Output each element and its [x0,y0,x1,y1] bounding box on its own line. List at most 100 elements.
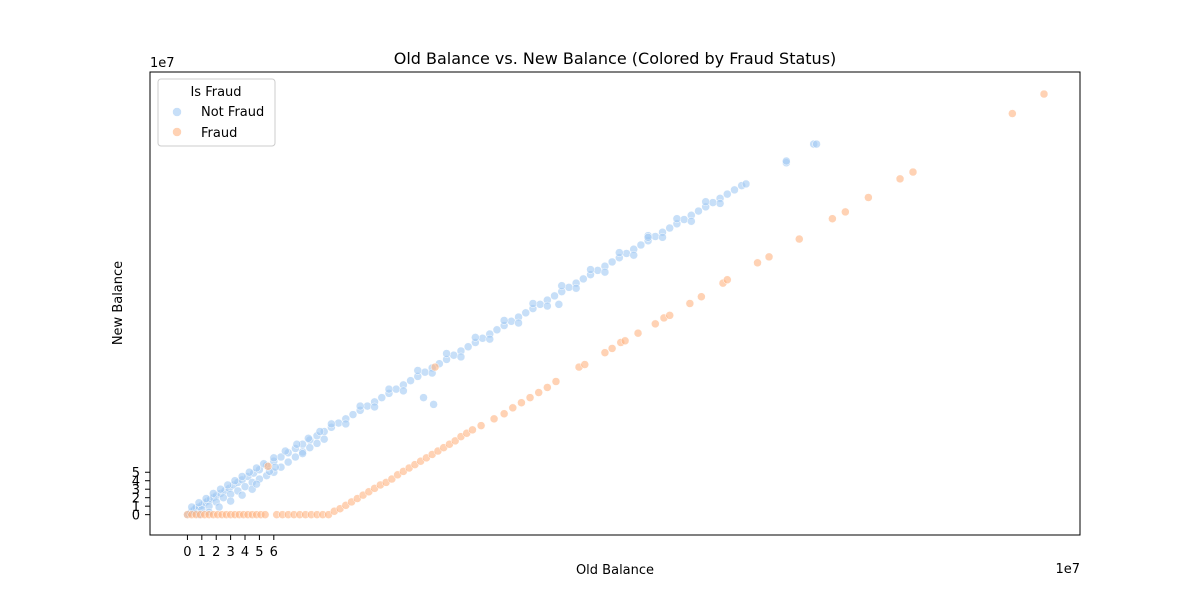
data-point-not-fraud [607,257,617,267]
data-point-not-fraud [391,384,401,394]
x-tick-label: 3 [226,545,234,560]
data-point-not-fraud [615,248,624,257]
data-point-fraud [795,234,804,244]
data-point-not-fraud [499,316,509,325]
data-point-not-fraud [579,274,588,284]
data-point-not-fraud [701,197,710,206]
legend-marker-not-fraud [172,107,182,117]
data-point-not-fraud [715,199,725,208]
data-point-fraud [534,388,543,397]
data-point-not-fraud [507,317,516,326]
data-point-not-fraud [384,384,394,394]
data-point-not-fraud [658,233,667,242]
x-axis-offset-label: 1e7 [1055,562,1080,577]
x-tick-label: 0 [183,545,191,560]
data-point-not-fraud [420,367,430,377]
data-point-not-fraud [298,449,307,458]
data-point-not-fraud [485,334,495,344]
x-tick-label: 5 [255,545,263,560]
y-axis-offset-label: 1e7 [150,56,175,71]
data-point-not-fraud [399,386,408,396]
y-tick-label: 0 [132,509,140,524]
data-point-not-fraud [449,350,459,360]
data-point-not-fraud [456,352,466,362]
data-point-not-fraud [535,300,545,309]
y-tick-label: 3 [132,483,140,498]
data-point-fraud [468,425,477,435]
y-tick-label: 5 [132,466,140,481]
data-point-not-fraud [514,318,523,328]
data-point-fraud [543,383,552,392]
data-point-fraud [620,336,630,346]
data-point-not-fraud [281,446,290,456]
data-point-not-fraud [226,496,235,506]
legend-label-fraud: Fraud [201,126,237,141]
data-point-not-fraud [622,249,631,258]
data-point-not-fraud [406,376,415,385]
data-point-not-fraud [292,440,302,449]
data-point-not-fraud [305,443,315,452]
data-point-not-fraud [245,467,254,477]
x-tick-label: 4 [241,545,249,560]
data-point-fraud [551,377,561,386]
data-point-not-fraud [252,463,261,473]
data-point-fraud [517,398,526,407]
y-tick-label: 2 [132,492,140,507]
data-point-fraud [499,409,509,418]
data-point-not-fraud [312,439,322,448]
data-point-fraud [607,344,617,353]
data-point-not-fraud [463,342,473,351]
y-tick-label: 1 [132,500,140,515]
data-point-not-fraud [521,308,530,318]
data-point-not-fraud [327,419,336,429]
data-point-fraud [828,214,837,223]
data-point-fraud [697,292,706,301]
x-axis-label: Old Balance [576,563,654,578]
data-point-not-fraud [334,418,343,428]
data-point-not-fraud [687,216,696,226]
data-point-not-fraud [283,457,293,467]
data-point-not-fraud [564,283,574,292]
data-point-fraud [753,258,762,268]
data-point-fraud [508,403,518,413]
data-point-fraud [895,174,905,184]
data-point-not-fraud [187,502,196,512]
data-point-not-fraud [363,401,372,411]
data-point-not-fraud [629,250,638,260]
data-point-not-fraud [643,233,653,242]
data-point-not-fraud [600,267,610,277]
data-point-fraud [723,275,732,285]
legend: Is Fraud Not Fraud Fraud [157,78,276,147]
data-point-not-fraud [370,402,379,412]
data-point-fraud [525,393,535,402]
data-point-fraud [263,462,273,471]
data-point-not-fraud [492,325,502,335]
data-point-fraud [651,319,660,329]
data-point-fraud [685,299,695,308]
y-tick-label: 4 [132,475,140,490]
data-point-not-fraud [672,214,682,223]
data-point-fraud [489,414,499,424]
x-tick-label: 1 [198,545,206,560]
data-point-not-fraud [554,300,564,309]
data-point-not-fraud [429,400,438,409]
data-point-not-fraud [230,476,240,485]
data-point-not-fraud [214,502,224,512]
data-point-fraud [665,311,674,320]
data-point-not-fraud [315,427,325,436]
data-point-not-fraud [741,179,751,189]
data-point-fraud [580,360,590,369]
data-point-not-fraud [355,401,365,411]
data-point-not-fraud [240,482,250,491]
data-point-not-fraud [723,189,732,199]
data-point-not-fraud [557,281,566,290]
data-point-not-fraud [730,185,739,195]
data-point-fraud [450,436,460,446]
data-point-not-fraud [442,349,451,358]
data-point-not-fraud [679,215,689,224]
data-point-not-fraud [237,472,247,481]
points-layer [183,89,1049,519]
data-point-not-fraud [528,299,538,308]
